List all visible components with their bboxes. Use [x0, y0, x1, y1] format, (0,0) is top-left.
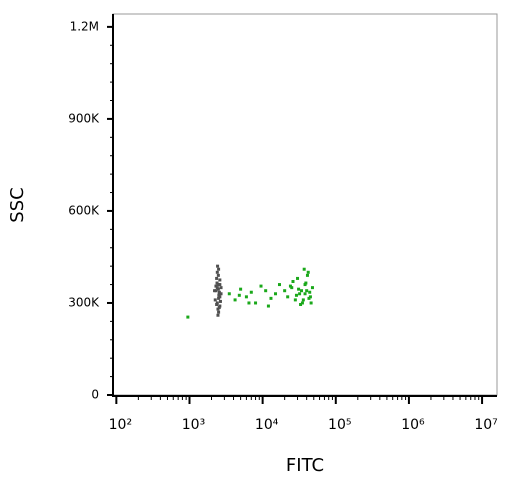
point [310, 286, 314, 290]
point [218, 278, 222, 282]
point [299, 303, 303, 307]
point [302, 267, 306, 271]
point [218, 299, 222, 303]
point [215, 270, 219, 274]
point [219, 286, 223, 290]
x-tick-label: 10³ [182, 417, 205, 433]
point [215, 301, 219, 305]
point [308, 290, 312, 294]
point [217, 290, 221, 294]
point [288, 284, 292, 288]
point [217, 267, 221, 271]
point [309, 301, 313, 305]
point [300, 289, 304, 293]
point [249, 290, 253, 294]
point [216, 273, 220, 277]
point [217, 306, 221, 310]
y-tick-label: 900K [68, 111, 100, 125]
point [303, 283, 307, 287]
point [266, 304, 270, 308]
point [301, 298, 305, 302]
y-tick-label: 600K [68, 203, 100, 217]
point [247, 301, 251, 305]
point [216, 264, 220, 268]
point [219, 292, 223, 296]
point [274, 292, 278, 296]
y-tick-label: 0 [91, 388, 99, 402]
point [269, 296, 273, 300]
point [215, 303, 219, 307]
point [300, 301, 304, 305]
point [216, 287, 220, 291]
point [305, 273, 309, 277]
point [293, 298, 297, 302]
point [237, 293, 241, 297]
point [216, 313, 220, 317]
point [307, 296, 311, 300]
point [303, 292, 307, 296]
x-axis-label: FITC [286, 455, 324, 476]
point [277, 283, 281, 287]
x-tick-label: 10² [109, 417, 132, 433]
y-axis-label: SSC [7, 187, 28, 222]
point [244, 295, 248, 299]
point [217, 292, 221, 296]
point [186, 315, 190, 319]
point [218, 304, 222, 308]
point [298, 292, 302, 296]
x-tick-label: 10⁶ [401, 417, 425, 433]
point [305, 289, 309, 293]
point [239, 287, 243, 291]
y-tick-label: 1.2M [70, 19, 99, 33]
point [306, 270, 310, 274]
point [215, 281, 219, 285]
point [286, 295, 290, 299]
x-tick-label: 10⁵ [328, 417, 351, 433]
point [254, 301, 258, 305]
plot-frame [112, 13, 498, 396]
point [215, 286, 219, 290]
x-tick-label: 10⁷ [474, 417, 497, 433]
point [217, 296, 221, 300]
point [216, 307, 220, 311]
point [283, 289, 287, 293]
point [297, 287, 301, 291]
point [213, 298, 217, 302]
point [217, 310, 221, 314]
point [308, 295, 312, 299]
point [217, 293, 221, 297]
point [214, 284, 218, 288]
x-tick-label: 10⁴ [255, 417, 279, 433]
point [227, 292, 231, 296]
point [304, 281, 308, 285]
point [259, 284, 263, 288]
point [218, 295, 222, 299]
point [296, 276, 300, 280]
point [218, 283, 222, 287]
point [213, 289, 217, 293]
point [264, 289, 268, 293]
point [233, 298, 237, 302]
y-tick-label: 300K [68, 295, 100, 309]
point [290, 286, 294, 290]
point [294, 293, 298, 297]
point [291, 279, 295, 283]
point [215, 276, 219, 280]
